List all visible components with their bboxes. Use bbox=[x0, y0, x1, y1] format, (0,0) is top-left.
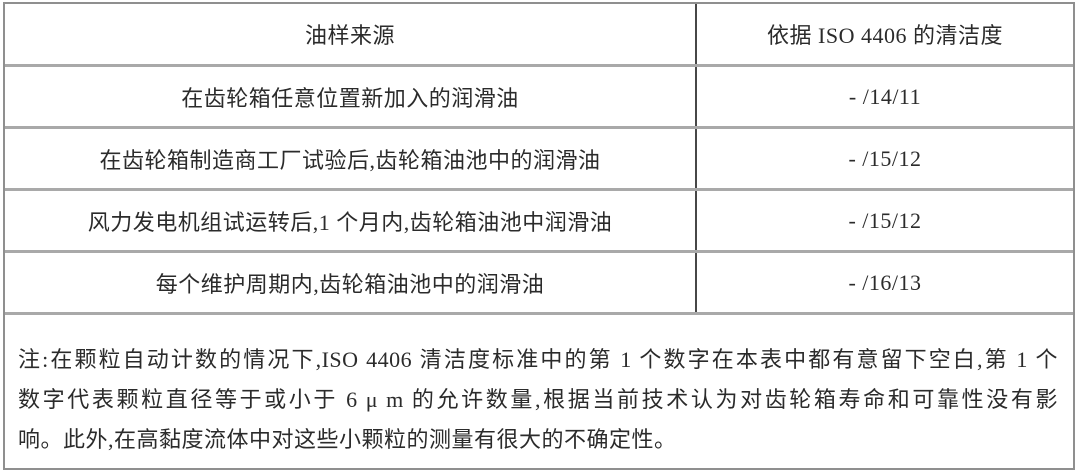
oil-source-cell: 在齿轮箱制造商工厂试验后,齿轮箱油池中的润滑油 bbox=[99, 147, 601, 173]
cleanliness-value-cell: - /16/13 bbox=[695, 253, 1073, 312]
footnote-line: 数字代表颗粒直径等于或小于 6 μ m 的允许数量,根据当前技术认为对齿轮箱寿命… bbox=[18, 387, 1058, 412]
column-header-oil-sample-source: 油样来源 bbox=[304, 23, 395, 48]
table-row: 在齿轮箱制造商工厂试验后,齿轮箱油池中的润滑油 - /15/12 bbox=[5, 126, 1073, 188]
oil-cleanliness-table: 油样来源 依据 ISO 4406 的清洁度 在齿轮箱任意位置新加入的润滑油 - … bbox=[3, 2, 1075, 470]
cleanliness-value-cell: - /14/11 bbox=[695, 67, 1073, 126]
footnote-line: 响。此外,在高黏度流体中对这些小颗粒的测量有很大的不确定性。 bbox=[18, 427, 677, 452]
column-header-iso4406-cleanliness: 依据 ISO 4406 的清洁度 bbox=[695, 4, 1073, 64]
table-row: 风力发电机组试运转后,1 个月内,齿轮箱油池中润滑油 - /15/12 bbox=[5, 188, 1073, 250]
table-header-row: 油样来源 依据 ISO 4406 的清洁度 bbox=[5, 4, 1073, 64]
table-row: 每个维护周期内,齿轮箱油池中的润滑油 - /16/13 bbox=[5, 250, 1073, 312]
footnote-line: 注:在颗粒自动计数的情况下,ISO 4406 清洁度标准中的第 1 个数字在本表… bbox=[18, 347, 1058, 372]
table-row: 在齿轮箱任意位置新加入的润滑油 - /14/11 bbox=[5, 64, 1073, 126]
oil-source-cell: 在齿轮箱任意位置新加入的润滑油 bbox=[181, 85, 519, 111]
cleanliness-value-cell: - /15/12 bbox=[695, 129, 1073, 188]
oil-source-cell: 风力发电机组试运转后,1 个月内,齿轮箱油池中润滑油 bbox=[87, 209, 613, 235]
table-footnote: 注:在颗粒自动计数的情况下,ISO 4406 清洁度标准中的第 1 个数字在本表… bbox=[5, 312, 1073, 468]
oil-source-cell: 每个维护周期内,齿轮箱油池中的润滑油 bbox=[155, 271, 545, 297]
cleanliness-value-cell: - /15/12 bbox=[695, 191, 1073, 250]
